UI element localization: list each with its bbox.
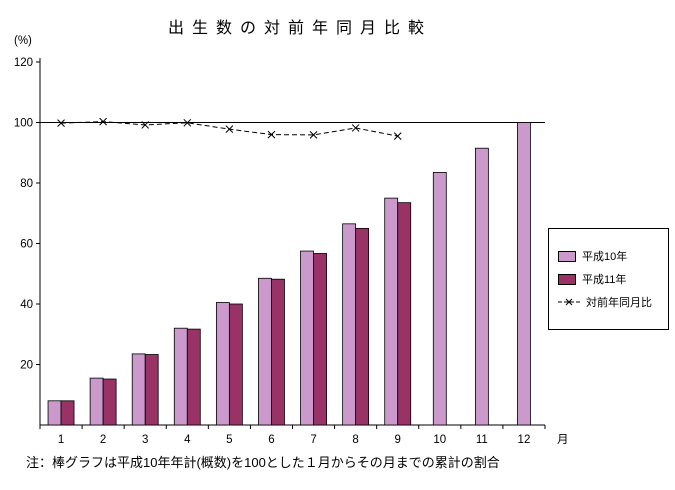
- svg-text:120: 120: [14, 57, 33, 69]
- bar-h11: [228, 303, 243, 426]
- svg-text:7: 7: [310, 434, 316, 446]
- svg-text:6: 6: [268, 434, 274, 446]
- bar-h11: [397, 202, 412, 426]
- bar-h10: [47, 400, 62, 426]
- bar-h11: [60, 400, 75, 426]
- svg-text:40: 40: [20, 299, 33, 311]
- y-axis-unit-label: (%): [14, 35, 32, 47]
- bar-h11: [355, 227, 370, 426]
- bar-h11: [271, 278, 285, 426]
- legend-label-ratio: 対前年同月比: [586, 297, 652, 309]
- bar-h10: [173, 327, 188, 426]
- svg-text:10: 10: [433, 434, 446, 446]
- svg-text:1: 1: [58, 434, 64, 446]
- bar-h10: [300, 250, 314, 426]
- x-axis-unit-label: 月: [557, 434, 569, 446]
- dashed-line-x-marker-icon: [558, 298, 580, 306]
- svg-text:12: 12: [518, 434, 531, 446]
- svg-text:5: 5: [226, 434, 232, 446]
- legend-label-h11: 平成11年: [582, 274, 627, 286]
- bar-h10: [342, 223, 357, 426]
- svg-text:11: 11: [476, 434, 488, 446]
- svg-text:9: 9: [395, 434, 401, 446]
- h11-swatch-icon: [558, 273, 576, 285]
- bar-h10: [215, 302, 230, 426]
- legend-item-ratio: 対前年同月比: [558, 293, 668, 311]
- svg-text:8: 8: [352, 434, 358, 446]
- y-axis-ticks: 20 40 60 80 100 120: [14, 57, 40, 372]
- chart-footnote: 注：棒グラフは平成10年年計(概数)を100とした１月からその月までの累計の割合: [26, 455, 500, 470]
- bar-h10: [131, 353, 146, 426]
- bars: [47, 122, 531, 426]
- h10-swatch-icon: [558, 250, 576, 262]
- legend-item-h10: 平成10年: [558, 247, 668, 265]
- x-axis-ticks: 1 2 3 4 5 6 7 8 9 10 11 12: [39, 425, 546, 446]
- bar-h11: [144, 354, 159, 426]
- bar-h11: [102, 378, 117, 426]
- ratio-line-markers: [57, 117, 402, 140]
- svg-text:2: 2: [100, 434, 106, 446]
- svg-text:3: 3: [142, 434, 148, 446]
- chart-title: 出生数の対前年同月比較: [167, 20, 432, 37]
- legend-item-h11: 平成11年: [558, 270, 668, 288]
- svg-text:60: 60: [20, 239, 33, 251]
- svg-text:4: 4: [184, 434, 191, 446]
- svg-text:80: 80: [20, 178, 33, 190]
- chart-legend: 平成10年 平成11年 対前年同月比: [548, 228, 669, 330]
- svg-text:20: 20: [20, 360, 33, 372]
- bar-h10: [432, 172, 447, 426]
- axes: [39, 58, 545, 426]
- bar-h10: [474, 147, 489, 426]
- legend-label-h10: 平成10年: [582, 251, 628, 263]
- bar-h11: [186, 328, 201, 426]
- svg-text:100: 100: [14, 118, 33, 130]
- bar-h10: [384, 197, 399, 426]
- bar-h10: [517, 122, 531, 426]
- bar-h10: [89, 377, 104, 426]
- bar-h10: [258, 277, 272, 426]
- bar-h11: [313, 253, 327, 426]
